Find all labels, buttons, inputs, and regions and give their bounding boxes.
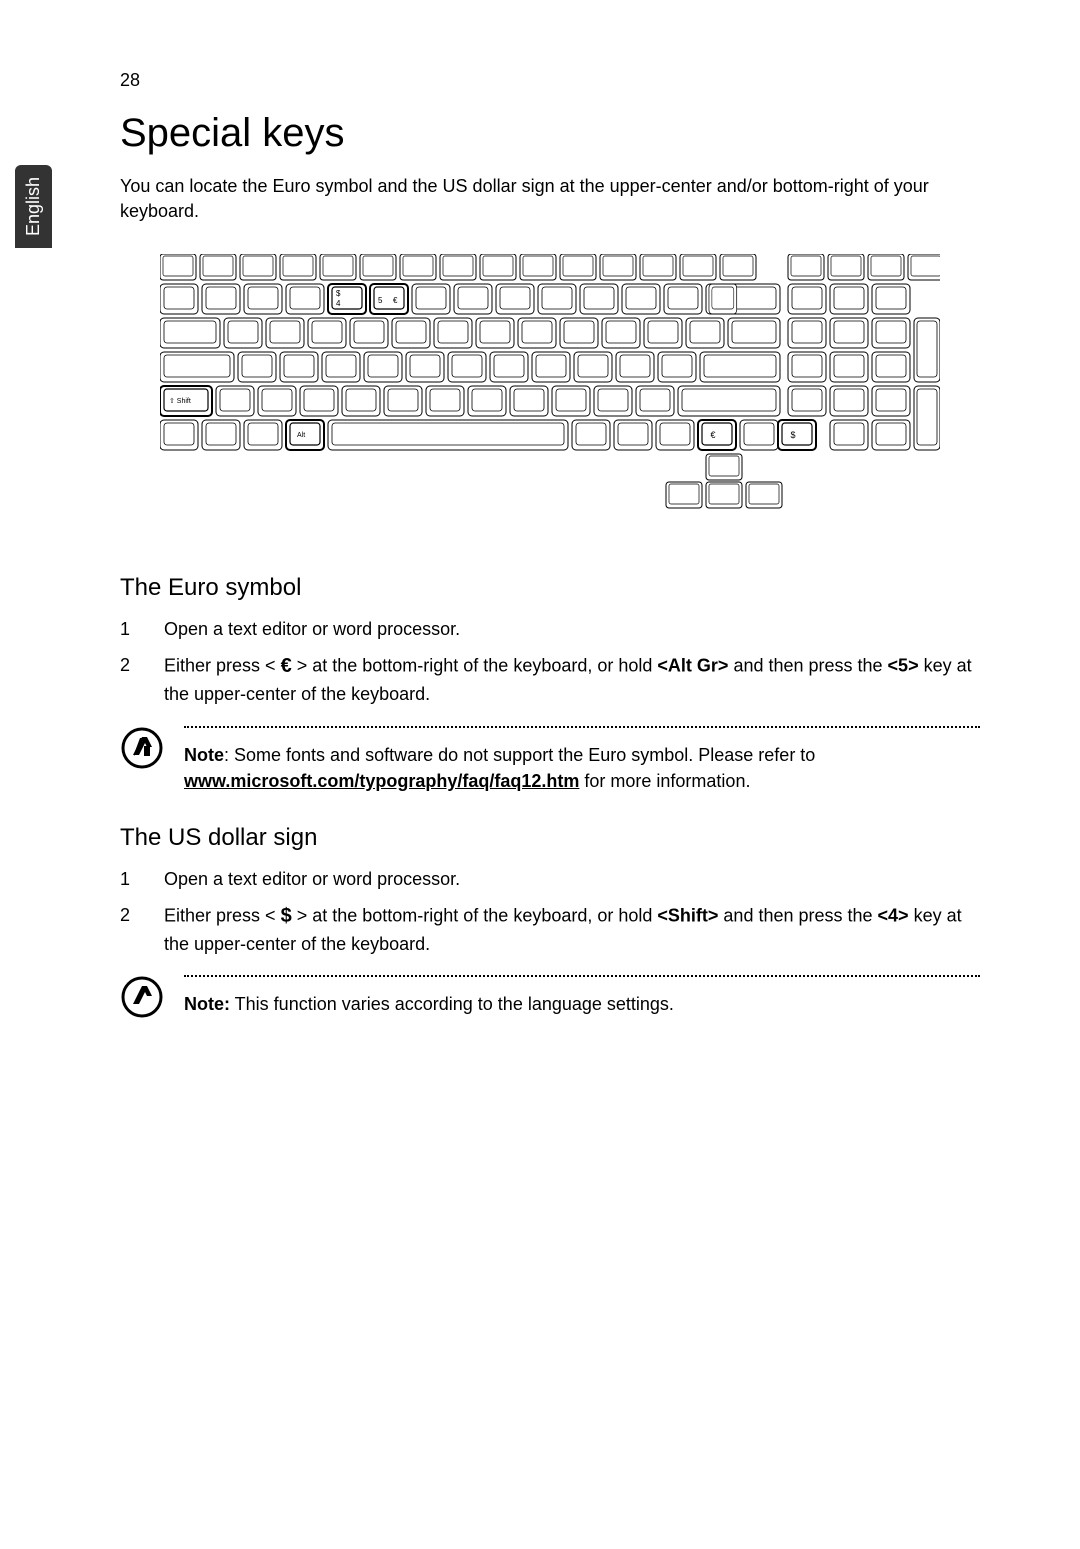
euro-steps: Open a text editor or word processor. Ei… <box>120 616 980 707</box>
svg-text:€: € <box>393 296 398 305</box>
svg-text:€: € <box>710 430 715 440</box>
euro-section-title: The Euro symbol <box>120 574 980 602</box>
keyboard-diagram: $ 4 5 € <box>160 254 940 514</box>
number-row: $ 4 5 € <box>160 284 910 314</box>
note-icon <box>120 975 164 1019</box>
dotted-separator <box>184 726 980 728</box>
arrow-keys <box>666 454 782 508</box>
bottom-row: Alt € $ <box>160 420 910 450</box>
euro-note: Note: Some fonts and software do not sup… <box>120 726 980 794</box>
page-number: 28 <box>120 70 980 91</box>
svg-text:⇧ Shift: ⇧ Shift <box>169 397 191 405</box>
intro-text: You can locate the Euro symbol and the U… <box>120 174 980 224</box>
dollar-steps: Open a text editor or word processor. Ei… <box>120 866 980 957</box>
svg-text:$: $ <box>790 430 795 440</box>
shift-key: ⇧ Shift <box>160 386 212 416</box>
language-tab: English <box>15 165 52 248</box>
euro-key: € <box>698 420 736 450</box>
dollar-key: $ <box>778 420 816 450</box>
alt-key: Alt <box>286 420 324 450</box>
euro-step-1: Open a text editor or word processor. <box>120 616 980 642</box>
svg-text:Alt: Alt <box>297 432 305 439</box>
dollar-note: Note: This function varies according to … <box>120 975 980 1019</box>
euro-note-text: Note: Some fonts and software do not sup… <box>184 742 980 794</box>
svg-text:4: 4 <box>336 299 341 308</box>
note-icon <box>120 726 164 770</box>
dollar-step-2: Either press < $ > at the bottom-right o… <box>120 902 980 957</box>
home-row <box>160 352 910 382</box>
dollar-section-title: The US dollar sign <box>120 824 980 852</box>
note-link: www.microsoft.com/typography/faq/faq12.h… <box>184 771 579 791</box>
key-5: 5 € <box>370 284 408 314</box>
dollar-step-1: Open a text editor or word processor. <box>120 866 980 892</box>
dollar-note-text: Note: This function varies according to … <box>184 991 980 1017</box>
key-4: $ 4 <box>328 284 366 314</box>
euro-symbol-inline: € <box>281 652 292 681</box>
function-row <box>160 254 940 280</box>
dotted-separator <box>184 975 980 977</box>
svg-text:5: 5 <box>378 296 383 305</box>
dollar-symbol-inline: $ <box>281 902 292 931</box>
page-title: Special keys <box>120 111 980 156</box>
euro-step-2: Either press < € > at the bottom-right o… <box>120 652 980 707</box>
svg-text:$: $ <box>336 289 341 298</box>
